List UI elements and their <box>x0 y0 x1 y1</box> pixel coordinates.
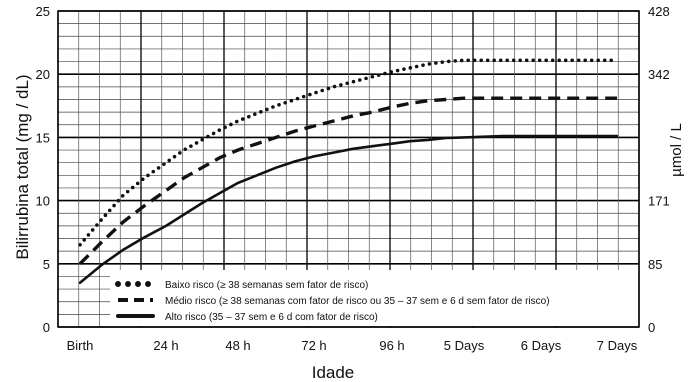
x-tick-label: 6 Days <box>521 338 562 353</box>
y2-tick-label: 428 <box>648 4 670 19</box>
y-axis-title: Bilirrubina total (mg / dL) <box>13 74 32 259</box>
legend-label: Médio risco (≥ 38 semanas com fator de r… <box>165 296 550 307</box>
series-line-dashed <box>78 96 617 266</box>
x-tick-label: 24 h <box>153 338 178 353</box>
y2-tick-label: 85 <box>648 257 662 272</box>
x-tick-label: 5 Days <box>444 338 485 353</box>
y-tick-label: 25 <box>36 4 50 19</box>
legend-box <box>110 270 638 326</box>
y-tick-label: 0 <box>43 320 50 335</box>
legend-label: Baixo risco (≥ 38 semanas sem fator de r… <box>165 280 368 291</box>
x-tick-label: 7 Days <box>597 338 638 353</box>
y2-axis-ticks: 0 85 171 342 428 <box>648 4 670 335</box>
x-tick-label: 96 h <box>379 338 404 353</box>
x-tick-label: 48 h <box>225 338 250 353</box>
series-lines <box>78 58 619 285</box>
plot-frame <box>57 10 640 328</box>
y2-tick-label: 171 <box>648 194 670 209</box>
legend: Baixo risco (≥ 38 semanas sem fator de r… <box>115 280 550 323</box>
y-tick-label: 10 <box>36 194 50 209</box>
x-axis-ticks: Birth 24 h 48 h 72 h 96 h 5 Days 6 Days 7 Days <box>67 338 638 353</box>
legend-label: Alto risco (35 – 37 sem e 6 d com fator … <box>165 312 378 323</box>
y-tick-label: 15 <box>36 130 50 145</box>
y2-tick-label: 0 <box>648 320 655 335</box>
x-axis-title: Idade <box>312 363 355 382</box>
y2-tick-label: 342 <box>648 67 670 82</box>
x-tick-label: Birth <box>67 338 94 353</box>
series-line-solid <box>78 134 619 285</box>
y-axis-ticks: 0 5 10 15 20 25 <box>36 4 50 335</box>
x-tick-label: 72 h <box>301 338 326 353</box>
y2-axis-title: µmol / L <box>668 123 685 177</box>
y-tick-label: 20 <box>36 67 50 82</box>
y-tick-label: 5 <box>43 257 50 272</box>
